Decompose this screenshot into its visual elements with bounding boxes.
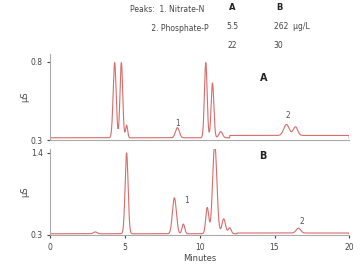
Text: 5.5: 5.5: [226, 22, 238, 31]
Y-axis label: µS: µS: [20, 187, 29, 197]
Text: 22: 22: [228, 40, 237, 49]
Text: A: A: [260, 73, 267, 83]
Text: A: A: [229, 3, 235, 12]
Text: 2: 2: [285, 111, 290, 120]
Text: 30: 30: [274, 40, 283, 49]
Text: Peaks:  1. Nitrate-N: Peaks: 1. Nitrate-N: [130, 5, 204, 14]
Text: B: B: [276, 3, 282, 12]
Y-axis label: µS: µS: [20, 92, 29, 102]
Text: 2. Phosphate-P: 2. Phosphate-P: [130, 24, 208, 33]
Text: 1: 1: [184, 197, 189, 205]
Text: 2: 2: [299, 217, 304, 227]
X-axis label: Minutes: Minutes: [183, 254, 216, 263]
Text: B: B: [260, 151, 267, 161]
Text: 1: 1: [175, 119, 180, 128]
Text: 262  µg/L: 262 µg/L: [274, 22, 309, 31]
